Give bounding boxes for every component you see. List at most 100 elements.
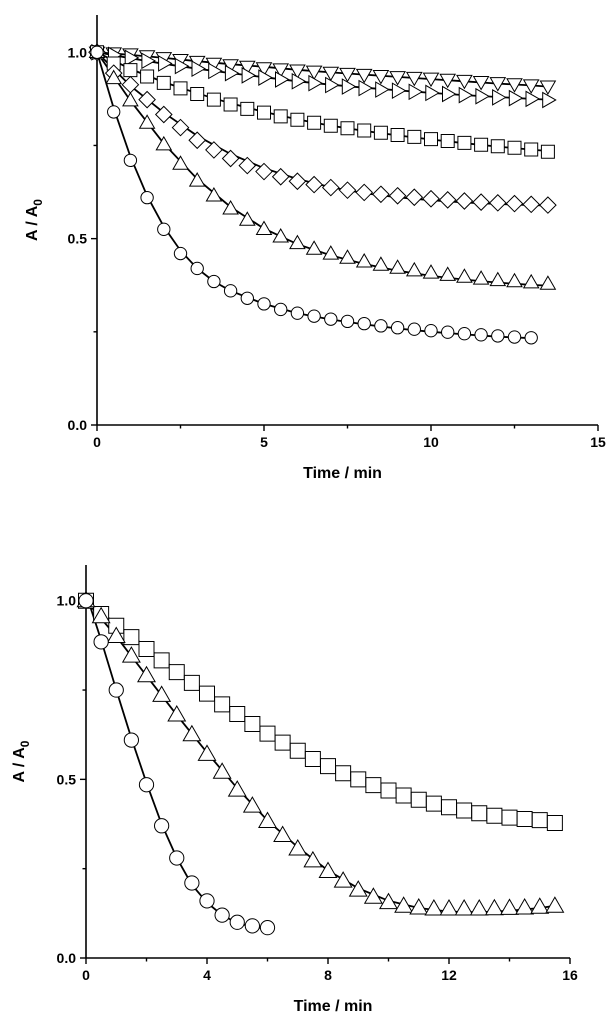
data-point-triangle (122, 91, 139, 107)
data-point-square (140, 69, 155, 84)
data-point-triangle (500, 898, 519, 915)
data-point-square (183, 674, 200, 691)
data-point-circle (357, 316, 371, 331)
y-axis-title-subscript: 0 (31, 199, 45, 206)
data-point-diamond (372, 185, 390, 204)
data-point-square (507, 140, 522, 155)
data-point-circle (214, 907, 230, 923)
data-point-triangle (91, 606, 111, 624)
data-point-right-triangle (158, 55, 173, 72)
data-point-triangle (305, 240, 323, 255)
data-point-circle (290, 306, 305, 320)
data-point-circle (259, 920, 276, 936)
data-point-circle (524, 331, 538, 345)
data-point-square (199, 685, 215, 702)
data-point-diamond (171, 118, 190, 137)
data-point-circle (169, 850, 185, 866)
y-axis-title: A / A0 (11, 740, 32, 782)
data-point-triangle (322, 245, 340, 260)
data-point-triangle (363, 887, 383, 904)
data-point-right-triangle (358, 79, 374, 97)
data-point-diamond (388, 186, 407, 205)
data-point-square (168, 664, 185, 681)
data-point-diamond (505, 194, 524, 213)
data-point-down-triangle (472, 76, 490, 91)
data-point-right-triangle (542, 91, 557, 109)
data-point-diamond (405, 188, 424, 207)
data-point-square (524, 142, 539, 157)
data-point-square (365, 777, 382, 794)
data-point-circle (207, 274, 221, 289)
data-point-triangle (289, 234, 306, 250)
data-point-triangle (197, 744, 217, 761)
data-point-right-triangle (308, 74, 323, 92)
data-point-square (441, 799, 457, 816)
data-point-triangle (439, 266, 457, 281)
x-tick-label: 16 (562, 967, 578, 983)
data-point-down-triangle (422, 72, 440, 88)
data-point-triangle (539, 275, 557, 290)
data-point-right-triangle (508, 89, 524, 107)
data-point-triangle (515, 897, 535, 915)
data-point-square (474, 137, 489, 152)
data-point-square (274, 734, 291, 751)
data-point-triangle (273, 825, 293, 842)
data-point-down-triangle (405, 71, 423, 87)
y-axis-title-main: A / A (24, 205, 41, 241)
data-point-right-triangle (224, 64, 240, 82)
data-point-triangle (355, 252, 373, 268)
x-tick-label: 12 (441, 967, 457, 983)
data-point-right-triangle (275, 71, 290, 88)
data-point-square (273, 109, 288, 124)
data-point-circle (441, 325, 455, 339)
data-point-right-triangle (208, 62, 223, 80)
data-point-circle (307, 309, 321, 323)
data-point-triangle (409, 897, 429, 915)
data-point-triangle (348, 880, 368, 897)
x-tick-label: 5 (260, 434, 268, 450)
data-point-circle (90, 45, 104, 59)
data-point-square (410, 791, 427, 808)
series-triangle (88, 43, 557, 290)
data-point-diamond (205, 141, 223, 159)
data-point-triangle (288, 839, 308, 856)
data-point-diamond (154, 105, 173, 124)
data-point-square (350, 771, 367, 788)
data-point-square (244, 715, 261, 732)
data-point-square (123, 629, 140, 646)
data-point-triangle (227, 780, 247, 797)
y-axis-title: A / A0 (24, 199, 45, 241)
data-point-square (290, 112, 305, 127)
data-point-circle (108, 682, 124, 698)
data-point-triangle (489, 271, 507, 287)
data-point-circle (407, 322, 421, 336)
y-tick-label: 0.5 (57, 771, 77, 787)
data-point-down-triangle (272, 63, 290, 78)
data-point-square (457, 135, 472, 150)
data-point-circle (199, 893, 215, 909)
data-point-triangle (188, 172, 206, 187)
data-point-square (156, 75, 171, 90)
data-point-diamond (455, 192, 474, 210)
data-point-diamond (488, 194, 507, 212)
data-point-right-triangle (191, 60, 207, 78)
data-point-triangle (152, 685, 172, 702)
data-point-square (229, 705, 246, 722)
data-point-down-triangle (305, 65, 323, 81)
data-point-square (259, 725, 276, 742)
data-point-diamond (472, 193, 490, 211)
data-point-triangle (212, 762, 232, 779)
data-point-circle (274, 302, 288, 317)
data-point-square (440, 133, 455, 148)
data-point-diamond (355, 183, 374, 202)
data-point-square (373, 125, 388, 140)
x-axis-title: Time / min (294, 998, 373, 1015)
data-point-diamond (539, 196, 557, 214)
data-point-circle (123, 153, 138, 168)
data-point-down-triangle (372, 70, 390, 85)
data-point-triangle (138, 114, 156, 129)
data-point-circle (340, 314, 355, 329)
data-point-triangle (238, 211, 256, 226)
